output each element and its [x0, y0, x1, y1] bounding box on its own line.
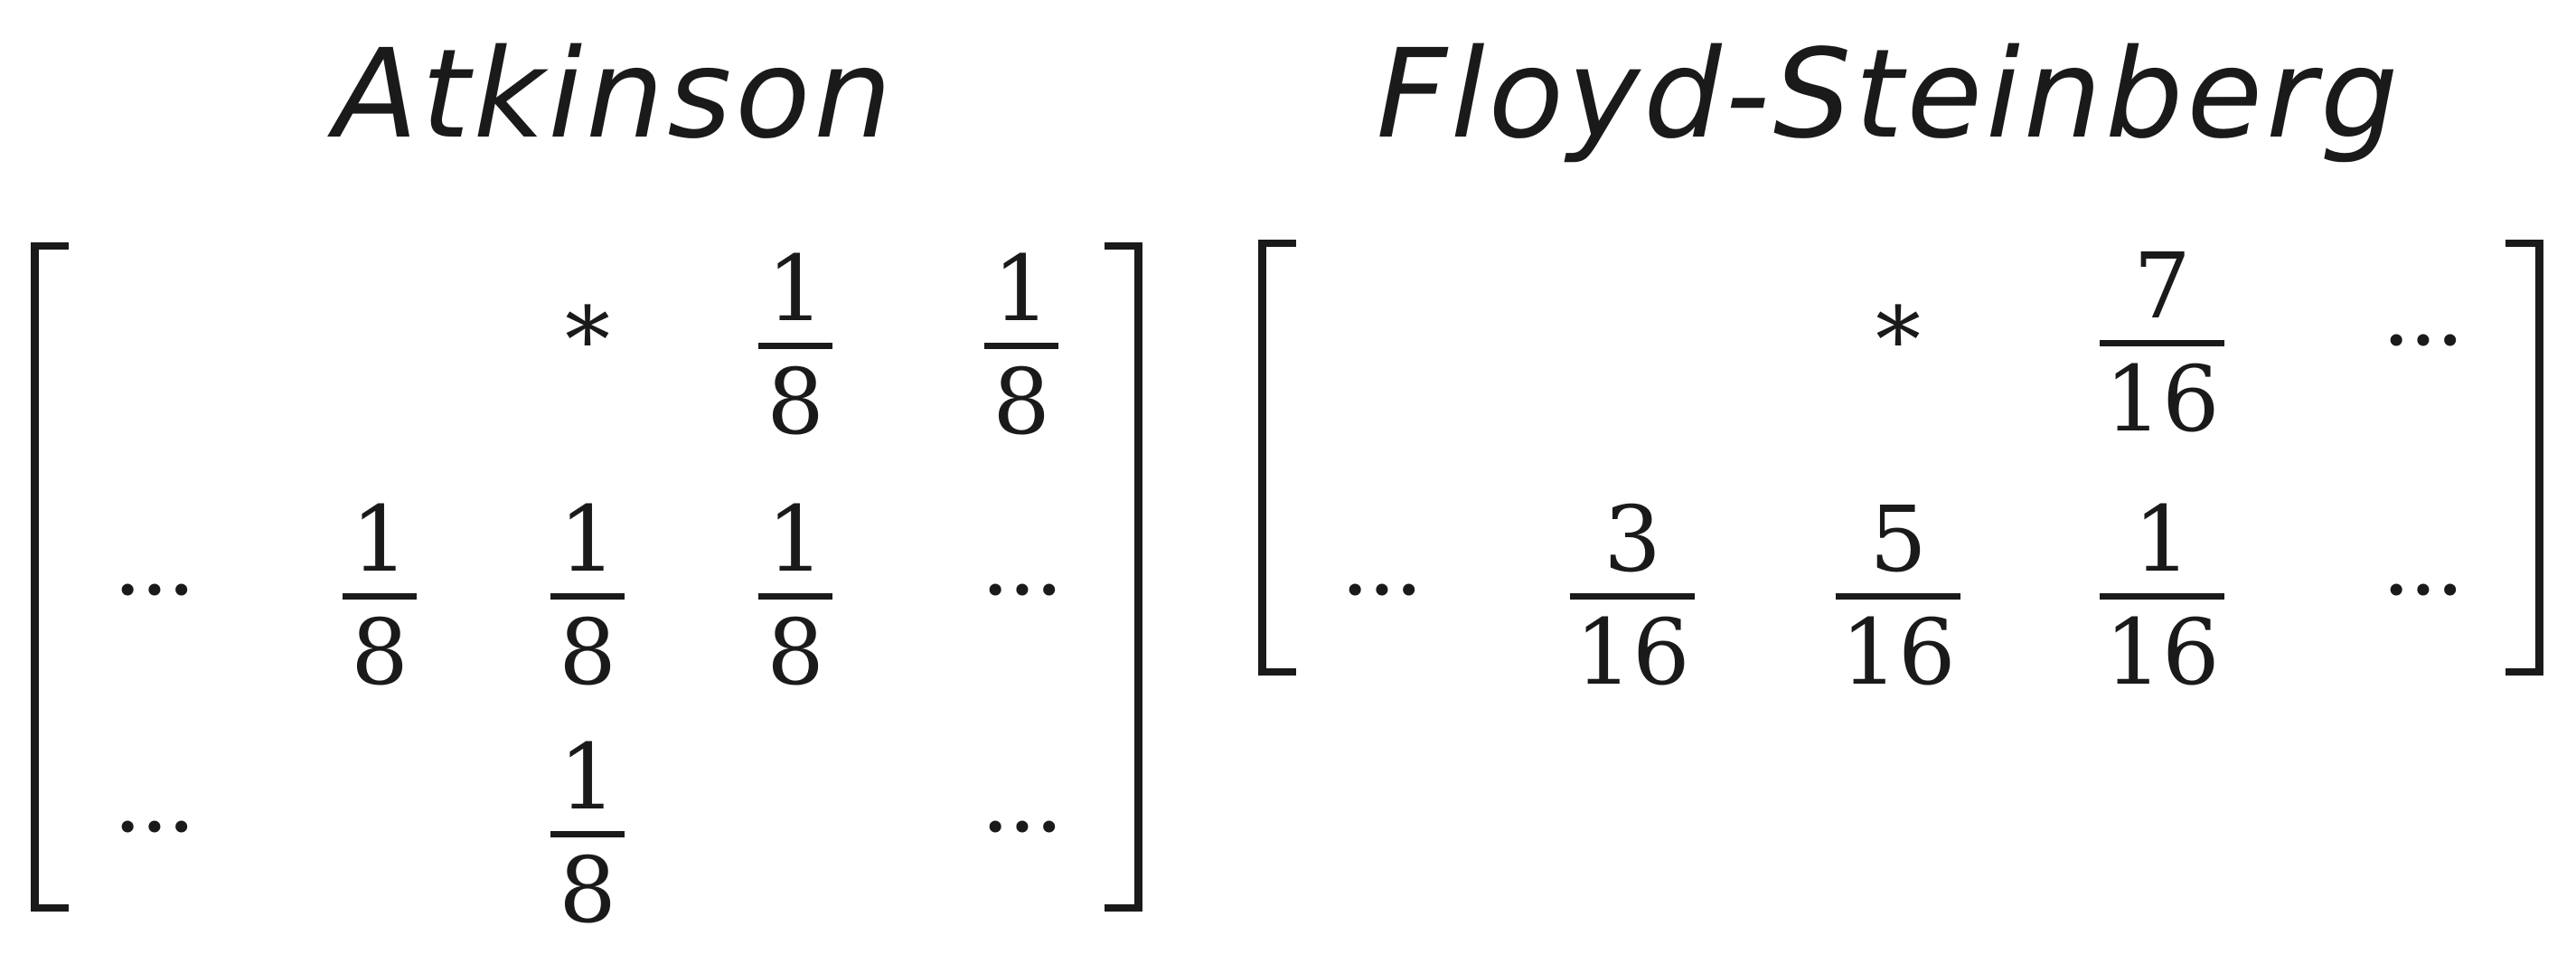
floyd-steinberg-weight-r0-c3: 7 16 [2081, 237, 2243, 449]
floyd-steinberg-weight-r1-c1: 3 16 [1551, 490, 1714, 703]
atkinson-left-bracket [31, 242, 69, 912]
fraction-numerator: 1 [766, 236, 824, 342]
floyd-steinberg-ellipsis-r1-left: ··· [1300, 541, 1462, 640]
atkinson-ellipsis-r1-right: ··· [940, 541, 1103, 640]
atkinson-ellipsis-r2-right: ··· [940, 778, 1103, 877]
atkinson-title: Atkinson [334, 24, 896, 166]
atkinson-ellipsis-r1-left: ··· [72, 541, 235, 640]
atkinson-weight-r0-c3: 1 8 [714, 240, 877, 452]
fraction-denominator: 8 [992, 349, 1050, 455]
fraction-bar [550, 831, 625, 837]
fraction-numerator: 1 [992, 236, 1050, 342]
atkinson-weight-r2-c2: 1 8 [506, 728, 669, 940]
atkinson-weight-r1-c3: 1 8 [714, 490, 877, 703]
floyd-steinberg-right-bracket [2505, 240, 2543, 676]
fraction-denominator: 8 [351, 600, 409, 705]
ellipsis-symbol: ··· [1340, 537, 1423, 643]
fraction-numerator: 1 [2133, 487, 2191, 592]
atkinson-weight-r0-c4: 1 8 [940, 240, 1103, 452]
fraction-numerator: 1 [559, 724, 616, 830]
fraction-numerator: 1 [766, 487, 824, 592]
fraction-denominator: 8 [559, 600, 616, 705]
fraction-bar [2100, 593, 2224, 600]
fraction-bar [343, 593, 417, 600]
fraction-bar [1836, 593, 1960, 600]
ellipsis-symbol: ··· [2382, 288, 2464, 393]
fraction-numerator: 5 [1869, 487, 1927, 592]
atkinson-ellipsis-r2-left: ··· [72, 778, 235, 877]
ellipsis-symbol: ··· [113, 537, 195, 643]
star-symbol: * [565, 288, 610, 393]
fraction-denominator: 8 [559, 837, 616, 943]
floyd-steinberg-ellipsis-r0-right: ··· [2341, 291, 2504, 391]
fraction-bar [550, 593, 625, 600]
fraction-bar [758, 343, 832, 349]
ellipsis-symbol: ··· [2382, 537, 2464, 643]
floyd-steinberg-title: Floyd-Steinberg [1376, 24, 2402, 166]
floyd-steinberg-weight-r1-c3: 1 16 [2081, 490, 2243, 703]
ellipsis-symbol: ··· [981, 774, 1063, 880]
fraction-numerator: 1 [559, 487, 616, 592]
floyd-steinberg-left-bracket [1258, 240, 1296, 676]
fraction-numerator: 7 [2133, 233, 2191, 339]
floyd-steinberg-current-pixel: * [1817, 291, 1979, 391]
atkinson-weight-r1-c1: 1 8 [298, 490, 461, 703]
fraction-bar [1570, 593, 1695, 600]
fraction-denominator: 8 [766, 349, 824, 455]
floyd-steinberg-ellipsis-r1-right: ··· [2341, 541, 2504, 640]
fraction-numerator: 1 [351, 487, 409, 592]
fraction-denominator: 8 [766, 600, 824, 705]
fraction-bar [758, 593, 832, 600]
fraction-denominator: 16 [2104, 600, 2220, 705]
atkinson-right-bracket [1105, 242, 1142, 912]
fraction-denominator: 16 [2104, 346, 2220, 452]
fraction-numerator: 3 [1603, 487, 1661, 592]
fraction-bar [2100, 340, 2224, 346]
atkinson-current-pixel: * [506, 291, 669, 391]
fraction-bar [984, 343, 1058, 349]
fraction-denominator: 16 [1840, 600, 1956, 705]
atkinson-weight-r1-c2: 1 8 [506, 490, 669, 703]
floyd-steinberg-weight-r1-c2: 5 16 [1817, 490, 1979, 703]
ellipsis-symbol: ··· [981, 537, 1063, 643]
fraction-denominator: 16 [1575, 600, 1690, 705]
star-symbol: * [1876, 288, 1921, 393]
ellipsis-symbol: ··· [113, 774, 195, 880]
